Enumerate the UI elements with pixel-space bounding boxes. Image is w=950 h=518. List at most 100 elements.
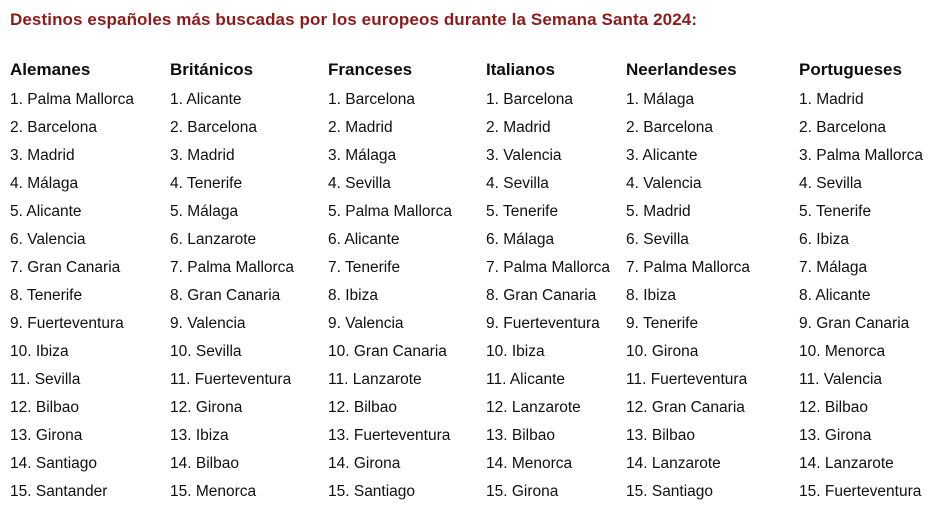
list-item: 4. Sevilla <box>799 175 862 192</box>
list-item: 13. Bilbao <box>486 427 555 444</box>
list-item: 7. Gran Canaria <box>10 259 121 276</box>
list-item: 4. Sevilla <box>486 175 549 192</box>
list-item: 5. Málaga <box>170 203 239 220</box>
list-item: 10. Gran Canaria <box>328 343 447 360</box>
ranking-column-portugueses: Portugueses 1. Madrid 2. Barcelona 3. Palma… <box>799 60 950 506</box>
list-item: 15. Santiago <box>328 483 416 500</box>
list-item: 2. Barcelona <box>626 119 714 136</box>
ranking-column-alemanes: Alemanes 1. Palma Mallorca 2. Barcelona 3. … <box>10 60 170 506</box>
list-item: 8. Gran Canaria <box>486 287 597 304</box>
column-header: Franceses <box>328 60 413 79</box>
list-item: 14. Lanzarote <box>799 455 894 472</box>
list-item: 3. Madrid <box>10 147 75 164</box>
list-item: 15. Menorca <box>170 483 257 500</box>
list-item: 6. Sevilla <box>626 231 689 248</box>
list-item: 10. Ibiza <box>486 343 545 360</box>
list-item: 5. Tenerife <box>486 203 559 220</box>
list-item: 9. Fuerteventura <box>486 315 600 332</box>
list-item: 3. Alicante <box>626 147 698 164</box>
list-item: 3. Málaga <box>328 147 397 164</box>
list-item: 7. Málaga <box>799 259 868 276</box>
list-item: 5. Tenerife <box>799 203 872 220</box>
list-item: 13. Girona <box>799 427 872 444</box>
column-header: Portugueses <box>799 60 902 79</box>
list-item: 2. Madrid <box>486 119 551 136</box>
list-item: 11. Fuerteventura <box>626 371 748 388</box>
list-item: 1. Barcelona <box>328 91 416 108</box>
list-item: 8. Gran Canaria <box>170 287 281 304</box>
list-item: 3. Madrid <box>170 147 235 164</box>
list-item: 1. Barcelona <box>486 91 574 108</box>
list-item: 12. Bilbao <box>328 399 397 416</box>
ranking-column-franceses: Franceses 1. Barcelona 2. Madrid 3. Málaga 4… <box>328 60 486 506</box>
list-item: 14. Girona <box>328 455 401 472</box>
list-item: 4. Valencia <box>626 175 702 192</box>
list-item: 10. Sevilla <box>170 343 242 360</box>
list-item: 12. Lanzarote <box>486 399 581 416</box>
list-item: 9. Fuerteventura <box>10 315 124 332</box>
list-item: 6. Valencia <box>10 231 86 248</box>
list-item: 13. Girona <box>10 427 83 444</box>
list-item: 14. Bilbao <box>170 455 239 472</box>
list-item: 4. Málaga <box>10 175 79 192</box>
list-item: 12. Bilbao <box>10 399 79 416</box>
list-item: 1. Madrid <box>799 91 864 108</box>
article-page: Destinos españoles más buscadas por los … <box>10 10 950 506</box>
ranking-column-neerlandeses: Neerlandeses 1. Málaga 2. Barcelona 3. Alic… <box>626 60 799 506</box>
list-item: 8. Ibiza <box>626 287 676 304</box>
list-item: 9. Tenerife <box>626 315 699 332</box>
list-item: 10. Menorca <box>799 343 886 360</box>
list-item: 14. Santiago <box>10 455 98 472</box>
list-item: 3. Valencia <box>486 147 562 164</box>
list-item: 6. Málaga <box>486 231 555 248</box>
list-item: 6. Lanzarote <box>170 231 257 248</box>
list-item: 13. Bilbao <box>626 427 695 444</box>
list-item: 12. Girona <box>170 399 243 416</box>
list-item: 8. Tenerife <box>10 287 83 304</box>
list-item: 11. Alicante <box>486 371 565 388</box>
list-item: 7. Palma Mallorca <box>626 259 751 276</box>
list-item: 10. Girona <box>626 343 699 360</box>
list-item: 12. Bilbao <box>799 399 868 416</box>
list-item: 1. Palma Mallorca <box>10 91 135 108</box>
column-header: Alemanes <box>10 60 91 79</box>
list-item: 2. Barcelona <box>10 119 98 136</box>
list-item: 15. Fuerteventura <box>799 483 922 500</box>
list-item: 4. Tenerife <box>170 175 243 192</box>
list-item: 6. Alicante <box>328 231 400 248</box>
list-item: 5. Palma Mallorca <box>328 203 453 220</box>
list-item: 3. Palma Mallorca <box>799 147 924 164</box>
ranking-columns: Alemanes 1. Palma Mallorca 2. Barcelona 3. … <box>10 60 950 506</box>
list-item: 1. Málaga <box>626 91 695 108</box>
list-item: 4. Sevilla <box>328 175 391 192</box>
list-item: 14. Menorca <box>486 455 573 472</box>
ranking-column-británicos: Británicos 1. Alicante 2. Barcelona 3. Madr… <box>170 60 328 506</box>
list-item: 9. Valencia <box>328 315 404 332</box>
column-header: Italianos <box>486 60 555 79</box>
list-item: 2. Barcelona <box>170 119 258 136</box>
list-item: 11. Sevilla <box>10 371 81 388</box>
list-item: 15. Santander <box>10 483 108 500</box>
list-item: 13. Fuerteventura <box>328 427 451 444</box>
list-item: 6. Ibiza <box>799 231 849 248</box>
list-item: 11. Valencia <box>799 371 883 388</box>
list-item: 15. Girona <box>486 483 559 500</box>
list-item: 8. Alicante <box>799 287 871 304</box>
list-item: 12. Gran Canaria <box>626 399 745 416</box>
list-item: 15. Santiago <box>626 483 714 500</box>
ranking-column-italianos: Italianos 1. Barcelona 2. Madrid 3. Valenci… <box>486 60 626 506</box>
column-header: Británicos <box>170 60 254 79</box>
list-item: 7. Palma Mallorca <box>170 259 295 276</box>
list-item: 8. Ibiza <box>328 287 378 304</box>
column-header: Neerlandeses <box>626 60 737 79</box>
list-item: 9. Gran Canaria <box>799 315 910 332</box>
list-item: 11. Fuerteventura <box>170 371 292 388</box>
list-item: 14. Lanzarote <box>626 455 721 472</box>
list-item: 13. Ibiza <box>170 427 229 444</box>
list-item: 5. Madrid <box>626 203 691 220</box>
list-item: 1. Alicante <box>170 91 242 108</box>
list-item: 9. Valencia <box>170 315 246 332</box>
list-item: 7. Tenerife <box>328 259 401 276</box>
list-item: 2. Madrid <box>328 119 393 136</box>
list-item: 5. Alicante <box>10 203 82 220</box>
